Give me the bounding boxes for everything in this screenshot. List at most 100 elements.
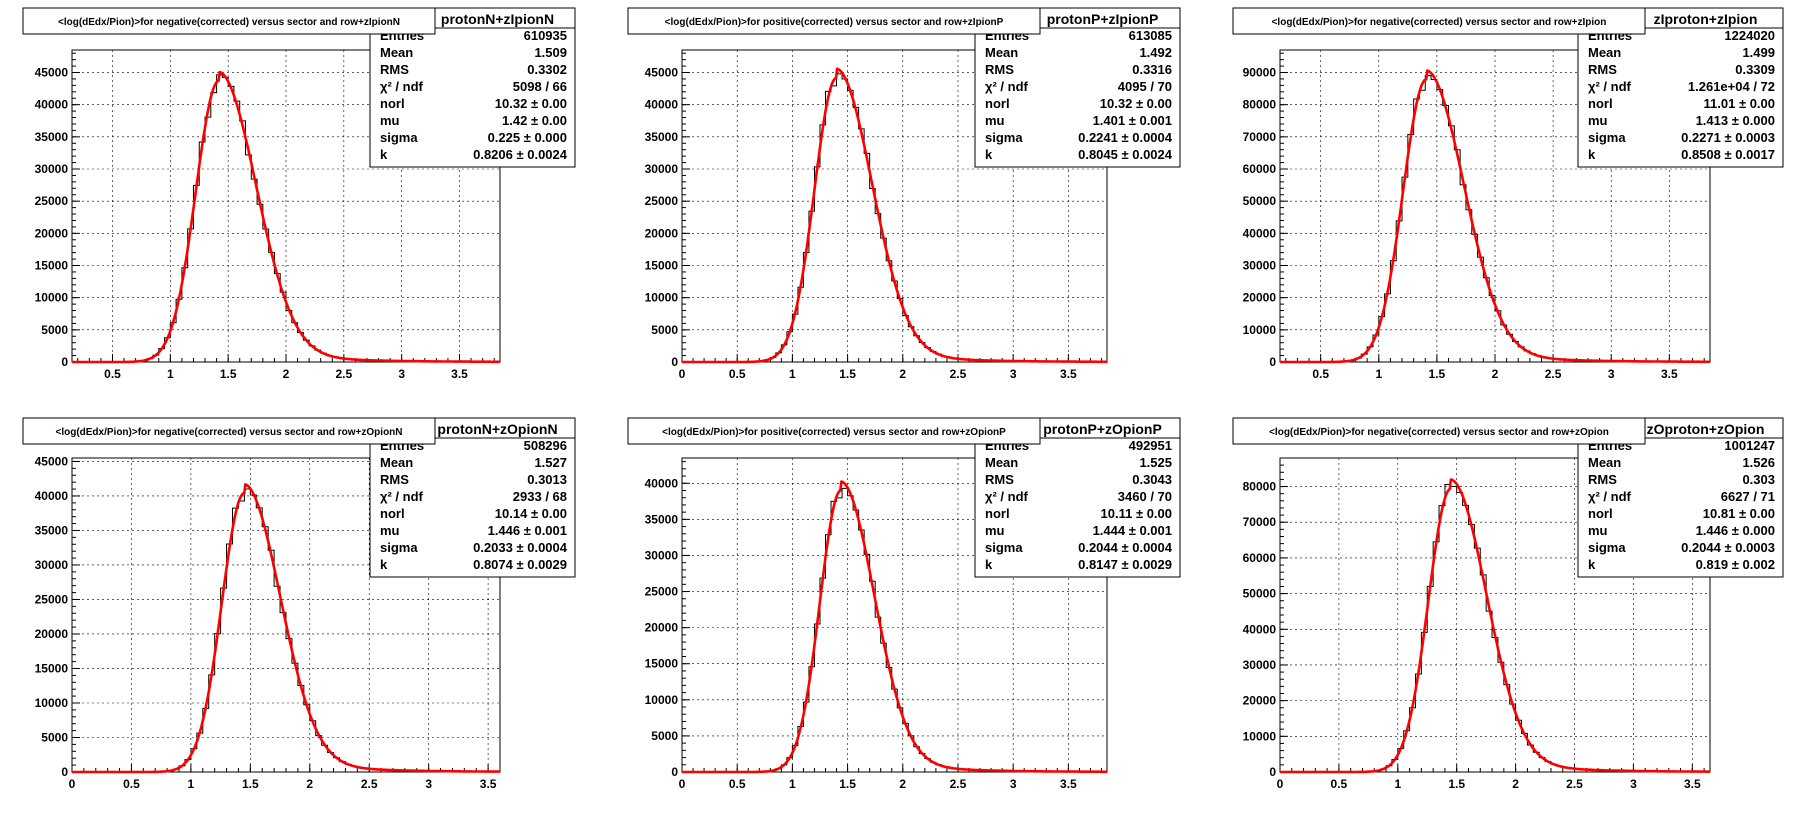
y-tick-label: 60000 [1243,162,1277,176]
panel-title-box [627,417,1041,445]
fit-curve [71,483,501,774]
y-tick-label: 10000 [35,696,69,710]
x-tick-label: 2 [306,777,313,791]
x-tick-label: 0.5 [1312,367,1329,381]
stats-label: k [1588,147,1596,162]
stats-label: k [380,557,388,572]
stats-label: Mean [1588,455,1621,470]
stats-value: 0.8147 ± 0.0029 [1078,557,1172,572]
stats-value: 6627 / 71 [1721,489,1775,504]
histogram-panel: 0 0.5 1 1.5 2 2.5 3 3.5 0 5000 10000 15000 20000 2500… [627,417,1181,791]
histogram-panel: 0.5 1 1.5 2 2.5 3 3.5 0 10000 20000 30000 40000 5000… [1232,7,1784,381]
stats-label: k [380,147,388,162]
y-tick-label: 20000 [645,226,679,240]
stats-value: 11.01 ± 0.00 [1704,96,1775,111]
panel-title-box [1232,7,1646,35]
x-tick-label: 3 [1010,367,1017,381]
panel-title: <log(dEdx/Pion)>for negative(corrected) … [1272,17,1607,28]
y-tick-label: 15000 [35,259,69,273]
stats-value: 10.11 ± 0.00 [1101,506,1172,521]
stats-value: 1.509 [534,45,567,60]
stats-value: 0.819 ± 0.002 [1696,557,1775,572]
stats-name: protonN+zIpionN [441,11,554,27]
stats-label: χ² / ndf [985,489,1029,504]
stats-label: norl [1588,96,1613,111]
y-tick-label: 30000 [645,162,679,176]
stats-label: χ² / ndf [1588,489,1632,504]
stats-value: 1.42 ± 0.00 [502,113,567,128]
stats-label: k [985,147,993,162]
stats-value: 1.527 [534,455,567,470]
panel-title: <log(dEdx/Pion)>for negative(corrected) … [58,17,400,28]
stats-value: 0.3316 [1132,62,1172,77]
x-tick-label: 3.5 [1684,777,1701,791]
stats-label: norl [380,96,405,111]
stats-value: 10.81 ± 0.00 [1703,506,1775,521]
y-tick-label: 50000 [1243,587,1277,601]
x-tick-label: 1 [167,367,174,381]
y-tick-label: 90000 [1243,66,1277,80]
y-tick-label: 45000 [645,66,679,80]
x-tick-label: 1.5 [839,367,856,381]
x-tick-label: 0 [679,367,686,381]
stats-value: 0.2044 ± 0.0004 [1078,540,1173,555]
stats-value: 0.2033 ± 0.0004 [473,540,568,555]
y-tick-label: 30000 [35,558,69,572]
stats-label: sigma [985,540,1023,555]
x-tick-label: 0 [69,777,76,791]
x-tick-label: 1 [789,777,796,791]
x-tick-label: 1.5 [1429,367,1446,381]
stats-label: Mean [985,45,1018,60]
panel-title-box [1232,417,1646,445]
x-tick-label: 0.5 [729,367,746,381]
stats-label: χ² / ndf [1588,79,1632,94]
stats-name: protonN+zOpionN [437,421,557,437]
stats-label: Mean [1588,45,1621,60]
stats-name: zIproton+zIpion [1654,11,1758,27]
histogram-panel: 0.5 1 1.5 2 2.5 3 3.5 0 5000 10000 15000 20000 25000… [22,7,576,381]
x-tick-label: 2 [1512,777,1519,791]
stats-value: 1001247 [1724,438,1775,453]
x-tick-label: 1 [1394,777,1401,791]
y-tick-label: 40000 [645,98,679,112]
stats-name: zOproton+zOpion [1647,421,1765,437]
y-tick-label: 15000 [35,661,69,675]
stats-value: 0.3043 [1132,472,1172,487]
stats-value: 4095 / 70 [1118,79,1172,94]
y-tick-label: 15000 [645,259,679,273]
y-tick-label: 30000 [645,548,679,562]
y-tick-label: 35000 [35,523,69,537]
y-tick-label: 30000 [1243,658,1277,672]
panel-title: <log(dEdx/Pion)>for negative(corrected) … [55,427,402,438]
stats-value: 1.401 ± 0.001 [1093,113,1172,128]
y-tick-label: 20000 [1243,694,1277,708]
stats-label: mu [1588,523,1608,538]
y-tick-label: 10000 [35,291,69,305]
y-tick-label: 0 [671,765,678,779]
x-tick-label: 3.5 [451,367,468,381]
y-tick-label: 0 [61,355,68,369]
stats-value: 0.2241 ± 0.0004 [1078,130,1173,145]
y-tick-label: 80000 [1243,98,1277,112]
y-tick-label: 15000 [645,657,679,671]
x-tick-label: 0 [679,777,686,791]
x-tick-label: 2 [1492,367,1499,381]
stats-value: 10.32 ± 0.00 [495,96,567,111]
x-tick-label: 2.5 [950,777,967,791]
y-tick-label: 25000 [35,194,69,208]
x-tick-label: 3 [1010,777,1017,791]
stats-value: 613085 [1129,28,1172,43]
stats-value: 0.3309 [1735,62,1775,77]
stats-label: RMS [985,472,1014,487]
x-tick-label: 3 [1630,777,1637,791]
y-tick-label: 40000 [35,489,69,503]
x-tick-label: 1.5 [242,777,259,791]
stats-value: 0.3302 [527,62,567,77]
stats-value: 1.446 ± 0.001 [488,523,567,538]
stats-name: protonP+zIpionP [1047,11,1159,27]
stats-label: RMS [380,472,409,487]
fit-curve [1279,69,1711,364]
y-tick-label: 25000 [645,585,679,599]
stats-label: sigma [380,540,418,555]
y-tick-label: 20000 [645,621,679,635]
